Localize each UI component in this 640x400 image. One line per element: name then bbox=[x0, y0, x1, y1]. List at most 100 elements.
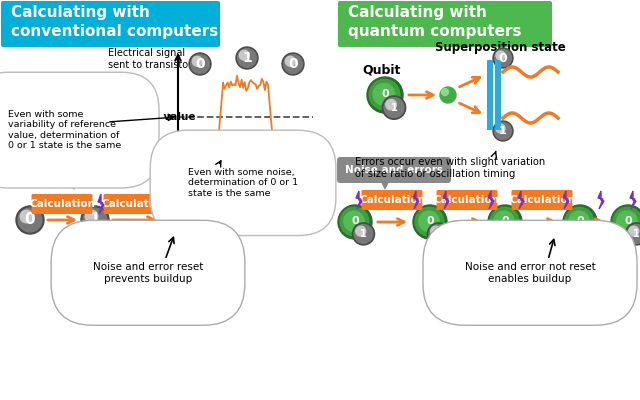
Text: Noise and error not reset
enables buildup: Noise and error not reset enables buildu… bbox=[465, 262, 595, 284]
Circle shape bbox=[569, 211, 589, 232]
Text: Even with some
variability of reference
value, determination of
0 or 1 state is : Even with some variability of reference … bbox=[8, 110, 121, 150]
Text: 1: 1 bbox=[90, 212, 100, 228]
Text: 1: 1 bbox=[242, 51, 252, 65]
Circle shape bbox=[440, 87, 456, 103]
Circle shape bbox=[285, 56, 295, 66]
Circle shape bbox=[413, 205, 447, 239]
Circle shape bbox=[353, 223, 374, 245]
Circle shape bbox=[386, 100, 396, 110]
Text: Errors occur even with slight variation
of size ratio or oscillation timing: Errors occur even with slight variation … bbox=[355, 157, 545, 178]
Text: 1: 1 bbox=[510, 229, 517, 239]
Text: 1: 1 bbox=[499, 126, 507, 136]
Circle shape bbox=[431, 226, 441, 236]
Text: 0: 0 bbox=[624, 216, 632, 226]
Text: Calculating with
quantum computers: Calculating with quantum computers bbox=[348, 5, 522, 39]
Circle shape bbox=[384, 98, 404, 118]
Text: Qubit: Qubit bbox=[362, 64, 401, 76]
Circle shape bbox=[429, 224, 448, 243]
Circle shape bbox=[161, 206, 189, 234]
Circle shape bbox=[340, 207, 369, 236]
Circle shape bbox=[617, 211, 637, 232]
Polygon shape bbox=[98, 194, 104, 214]
Circle shape bbox=[189, 53, 211, 75]
Circle shape bbox=[415, 207, 444, 236]
Text: Calculating with
conventional computers: Calculating with conventional computers bbox=[11, 5, 218, 39]
Polygon shape bbox=[630, 191, 636, 209]
FancyBboxPatch shape bbox=[337, 157, 451, 183]
Circle shape bbox=[284, 55, 302, 73]
Circle shape bbox=[628, 226, 639, 236]
Circle shape bbox=[367, 77, 403, 113]
Polygon shape bbox=[236, 194, 242, 214]
Text: Calculation: Calculation bbox=[509, 195, 575, 205]
FancyBboxPatch shape bbox=[511, 190, 573, 210]
Circle shape bbox=[282, 53, 304, 75]
Text: Calculation: Calculation bbox=[101, 199, 167, 209]
Text: 0: 0 bbox=[170, 212, 180, 228]
Text: Reference value: Reference value bbox=[100, 112, 195, 122]
Text: Even with some noise,
determination of 0 or 1
state is the same: Even with some noise, determination of 0… bbox=[188, 168, 298, 198]
Text: 1: 1 bbox=[633, 229, 640, 239]
Polygon shape bbox=[60, 180, 75, 190]
Circle shape bbox=[442, 88, 449, 96]
Circle shape bbox=[506, 226, 516, 236]
Text: 1: 1 bbox=[435, 229, 442, 239]
Circle shape bbox=[18, 208, 42, 232]
FancyBboxPatch shape bbox=[5, 157, 119, 183]
Circle shape bbox=[565, 207, 594, 236]
Polygon shape bbox=[518, 191, 524, 209]
Circle shape bbox=[579, 224, 598, 243]
Circle shape bbox=[490, 207, 519, 236]
Circle shape bbox=[16, 206, 44, 234]
Text: Noise and errors: Noise and errors bbox=[345, 165, 443, 175]
Text: Electrical signal
sent to transistor: Electrical signal sent to transistor bbox=[108, 48, 192, 70]
Text: Calculation: Calculation bbox=[167, 199, 233, 209]
Text: Calculation: Calculation bbox=[29, 199, 95, 209]
Circle shape bbox=[163, 208, 187, 232]
Polygon shape bbox=[413, 191, 419, 209]
Bar bbox=[495, 60, 501, 130]
Polygon shape bbox=[443, 191, 449, 209]
Text: 0: 0 bbox=[25, 212, 35, 228]
Text: 0: 0 bbox=[426, 216, 434, 226]
Text: Calculation: Calculation bbox=[434, 195, 500, 205]
Text: Calculation: Calculation bbox=[359, 195, 425, 205]
Circle shape bbox=[611, 205, 640, 239]
Circle shape bbox=[495, 50, 511, 66]
Polygon shape bbox=[563, 191, 569, 209]
Circle shape bbox=[563, 205, 597, 239]
Text: 1: 1 bbox=[390, 103, 397, 113]
Text: 1: 1 bbox=[250, 212, 260, 228]
Text: 0: 0 bbox=[351, 216, 359, 226]
Circle shape bbox=[488, 205, 522, 239]
Circle shape bbox=[428, 223, 449, 245]
Circle shape bbox=[81, 206, 109, 234]
Circle shape bbox=[165, 210, 178, 223]
Circle shape bbox=[577, 223, 600, 245]
Polygon shape bbox=[598, 191, 604, 209]
FancyBboxPatch shape bbox=[1, 1, 220, 47]
Circle shape bbox=[613, 207, 640, 236]
Circle shape bbox=[338, 205, 372, 239]
Text: 0: 0 bbox=[288, 57, 298, 71]
Text: 0: 0 bbox=[499, 52, 508, 64]
Circle shape bbox=[627, 224, 640, 243]
Circle shape bbox=[493, 121, 513, 141]
Circle shape bbox=[344, 211, 364, 232]
Circle shape bbox=[494, 211, 514, 232]
Text: 1: 1 bbox=[360, 229, 367, 239]
FancyBboxPatch shape bbox=[338, 1, 552, 47]
Circle shape bbox=[493, 48, 513, 68]
Circle shape bbox=[502, 223, 525, 245]
Circle shape bbox=[239, 50, 249, 60]
Circle shape bbox=[192, 56, 202, 66]
Circle shape bbox=[85, 210, 98, 223]
Circle shape bbox=[20, 210, 33, 223]
Circle shape bbox=[373, 84, 395, 105]
Text: 0: 0 bbox=[195, 57, 205, 71]
Circle shape bbox=[419, 211, 439, 232]
Circle shape bbox=[354, 224, 373, 243]
Circle shape bbox=[236, 47, 258, 69]
Polygon shape bbox=[380, 180, 390, 190]
Bar bbox=[487, 60, 493, 130]
